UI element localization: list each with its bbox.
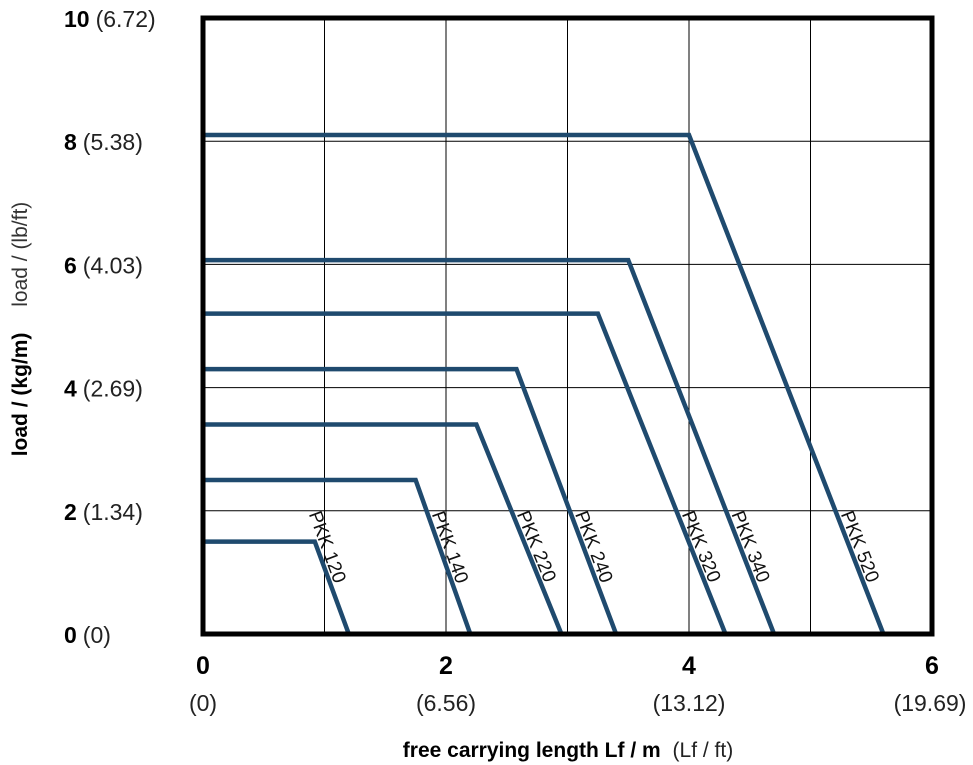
series-line-pkk-320	[203, 311, 728, 635]
x-axis-ticks: 0 (0) 2 (6.56) 4 (13.12) 6 (19.69)	[189, 652, 967, 716]
y-axis-ticks: 0 (0) 2 (1.34) 4 (2.69) 6 (4.03) 8 (5.38) 10 (6.72)	[64, 6, 156, 648]
x-tick-alt-label: (19.69)	[894, 690, 967, 716]
series-line-pkk-240	[203, 366, 619, 635]
y-tick-label: 2 (1.34)	[64, 499, 143, 525]
plot-frame	[200, 15, 935, 637]
x-tick-label: 0	[196, 652, 210, 680]
series-label: PKK 120	[304, 508, 350, 586]
series-line-pkk-340	[203, 257, 777, 635]
series-label: PKK 340	[727, 508, 774, 586]
series-label: PKK 240	[570, 508, 616, 586]
x-tick-alt-label: (13.12)	[653, 690, 726, 716]
series-line-pkk-140	[203, 477, 473, 635]
y-axis-label: load / (kg/m) load / (lb/ft)	[9, 202, 32, 457]
series-label: PKK 520	[836, 508, 883, 586]
y-tick-label: 6 (4.03)	[64, 252, 143, 278]
x-tick-alt-label: (6.56)	[416, 690, 476, 716]
series-line-pkk-220	[203, 422, 564, 635]
x-axis-label: free carrying length Lf / m (Lf / ft)	[403, 739, 733, 762]
x-tick-label: 2	[439, 652, 453, 680]
series-label: PKK 320	[677, 508, 724, 585]
x-tick-label: 6	[925, 652, 939, 680]
y-tick-label: 8 (5.38)	[64, 129, 143, 155]
x-tick-label: 4	[682, 652, 696, 680]
x-tick-alt-label: (0)	[189, 690, 217, 716]
series-lines	[203, 132, 886, 635]
series-line-pkk-520	[203, 132, 886, 635]
y-tick-label: 4 (2.69)	[64, 376, 143, 402]
y-tick-label: 10 (6.72)	[64, 6, 156, 32]
series-line-pkk-120	[203, 539, 351, 635]
series-label: PKK 220	[512, 508, 560, 585]
y-tick-label: 0 (0)	[64, 622, 111, 648]
series-labels: PKK 120 PKK 140 PKK 220 PKK 240 PKK 320 PKK 3…	[304, 508, 883, 586]
series-label: PKK 140	[427, 509, 472, 587]
